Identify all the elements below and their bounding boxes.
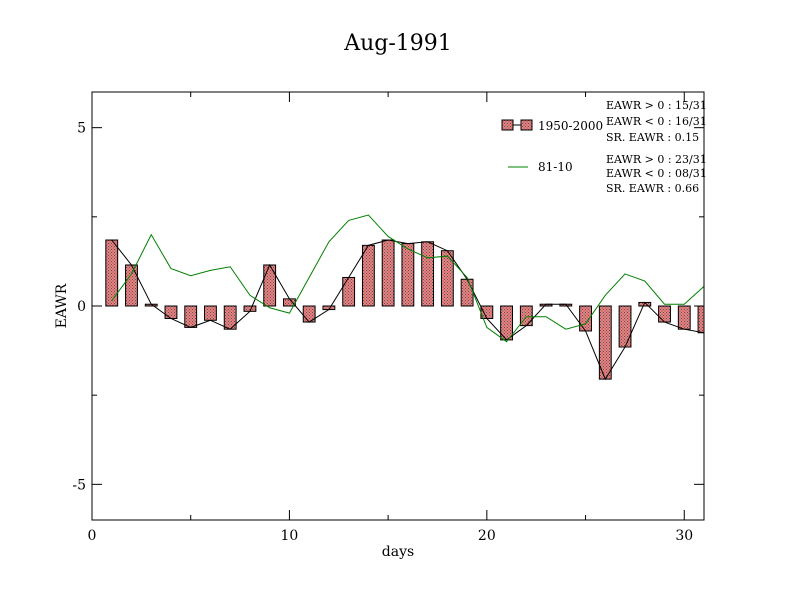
bar-day-1 (105, 239, 119, 307)
bar-day-27 (618, 305, 632, 348)
bar-day-29 (658, 305, 671, 323)
x-tick-label: 0 (88, 528, 97, 544)
stats-block-1950-2000: EAWR > 0 : 15/31 EAWR < 0 : 16/31 SR. EA… (606, 99, 707, 144)
bar-day-5 (184, 305, 198, 328)
bar-day-16 (401, 243, 415, 307)
x-tick-label: 30 (675, 528, 693, 544)
bar-day-30 (677, 305, 691, 330)
bar-day-19 (460, 278, 474, 307)
bar-day-13 (342, 276, 356, 307)
legend: 1950-2000 81-10 (501, 119, 603, 174)
stat-line: EAWR < 0 : 16/31 (606, 115, 707, 128)
stats-block-81-10: EAWR > 0 : 23/31 EAWR < 0 : 08/31 SR. EA… (606, 153, 707, 195)
axes: 0 10 20 30 -5 0 5 (72, 92, 704, 544)
stat-line: EAWR > 0 : 23/31 (606, 153, 707, 166)
legend-entry-1950-2000: 1950-2000 (501, 119, 603, 133)
bar-day-15 (381, 239, 395, 307)
series-line-1950-2000 (111, 239, 705, 381)
stat-line: EAWR > 0 : 15/31 (606, 99, 707, 112)
y-tick-label: 0 (77, 299, 86, 315)
bar-day-4 (164, 305, 178, 319)
stat-line: SR. EAWR : 0.15 (606, 131, 699, 144)
plot-area (105, 214, 705, 381)
stat-line: EAWR < 0 : 08/31 (606, 167, 707, 180)
bar-day-31 (697, 305, 705, 334)
series-line-81-10 (111, 214, 705, 343)
y-axis-label: EAWR (54, 283, 70, 328)
legend-label-81-10: 81-10 (538, 160, 573, 174)
y-tick-label: 5 (77, 121, 86, 137)
legend-entry-81-10: 81-10 (508, 160, 573, 174)
bar-day-14 (361, 244, 375, 307)
chart-title: Aug-1991 (343, 31, 452, 56)
x-tick-label: 10 (281, 528, 299, 544)
legend-swatch-right (520, 119, 533, 131)
legend-swatch-left (501, 119, 514, 131)
stat-line: SR. EAWR : 0.66 (606, 182, 699, 195)
bar-day-6 (204, 305, 217, 321)
legend-label-1950-2000: 1950-2000 (538, 119, 603, 133)
y-tick-label: -5 (72, 477, 86, 493)
x-axis-label: days (382, 544, 414, 560)
bar-day-18 (440, 250, 454, 307)
bar-day-2 (125, 264, 138, 307)
bar-day-17 (421, 241, 435, 307)
x-tick-label: 20 (478, 528, 496, 544)
